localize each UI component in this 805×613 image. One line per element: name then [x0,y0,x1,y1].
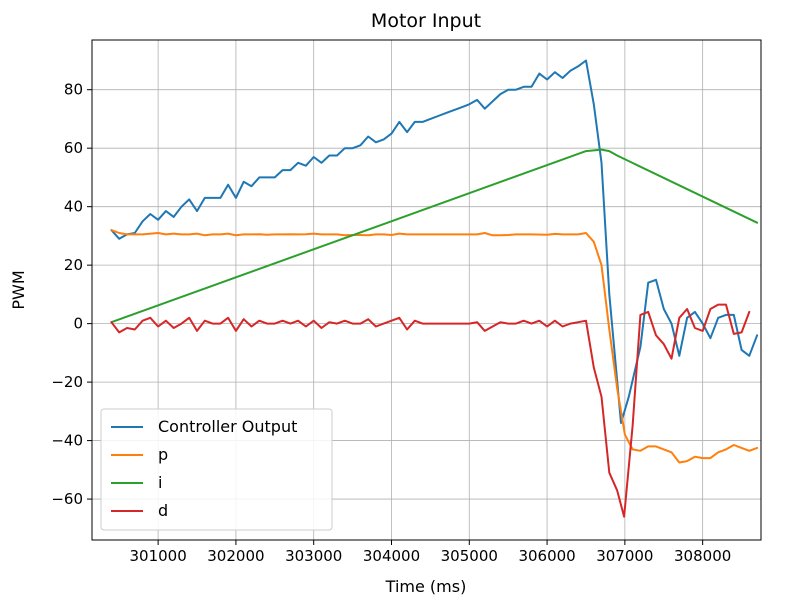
x-tick-label: 303000 [285,547,342,565]
legend-label: i [158,473,162,492]
x-tick-label: 307000 [596,547,653,565]
x-tick-label: 306000 [518,547,575,565]
legend-label: Controller Output [158,417,297,436]
y-tick-label: 60 [64,139,83,157]
plot-frame [91,39,762,541]
x-tick-label: 302000 [207,547,264,565]
series-line-controller-output [110,59,759,424]
x-tick-label: 305000 [441,547,498,565]
series-line-i [110,148,759,324]
legend: Controller Output pid [100,408,333,531]
series-line-d [110,303,751,518]
legend-label: d [158,501,168,520]
x-tick-label: 308000 [674,547,731,565]
axis-ticks: 301000 302000 303000 304000 305000 306000 3070… [51,81,731,565]
y-axis-label: PWM [9,270,28,309]
x-tick-label: 301000 [129,547,186,565]
series-line-p [110,229,759,464]
y-tick-label: 40 [64,198,83,216]
y-tick-label: −20 [51,373,83,391]
y-tick-label: 80 [64,81,83,99]
y-tick-label: 0 [73,315,83,333]
x-axis-label: Time (ms) [385,577,467,596]
y-tick-label: −40 [51,432,83,450]
legend-label: p [158,445,168,464]
x-tick-label: 304000 [363,547,420,565]
chart-title: Motor Input [371,10,481,32]
y-tick-label: 20 [64,256,83,274]
legend-box [100,408,333,531]
series-lines [110,59,759,518]
y-tick-label: −60 [51,490,83,508]
